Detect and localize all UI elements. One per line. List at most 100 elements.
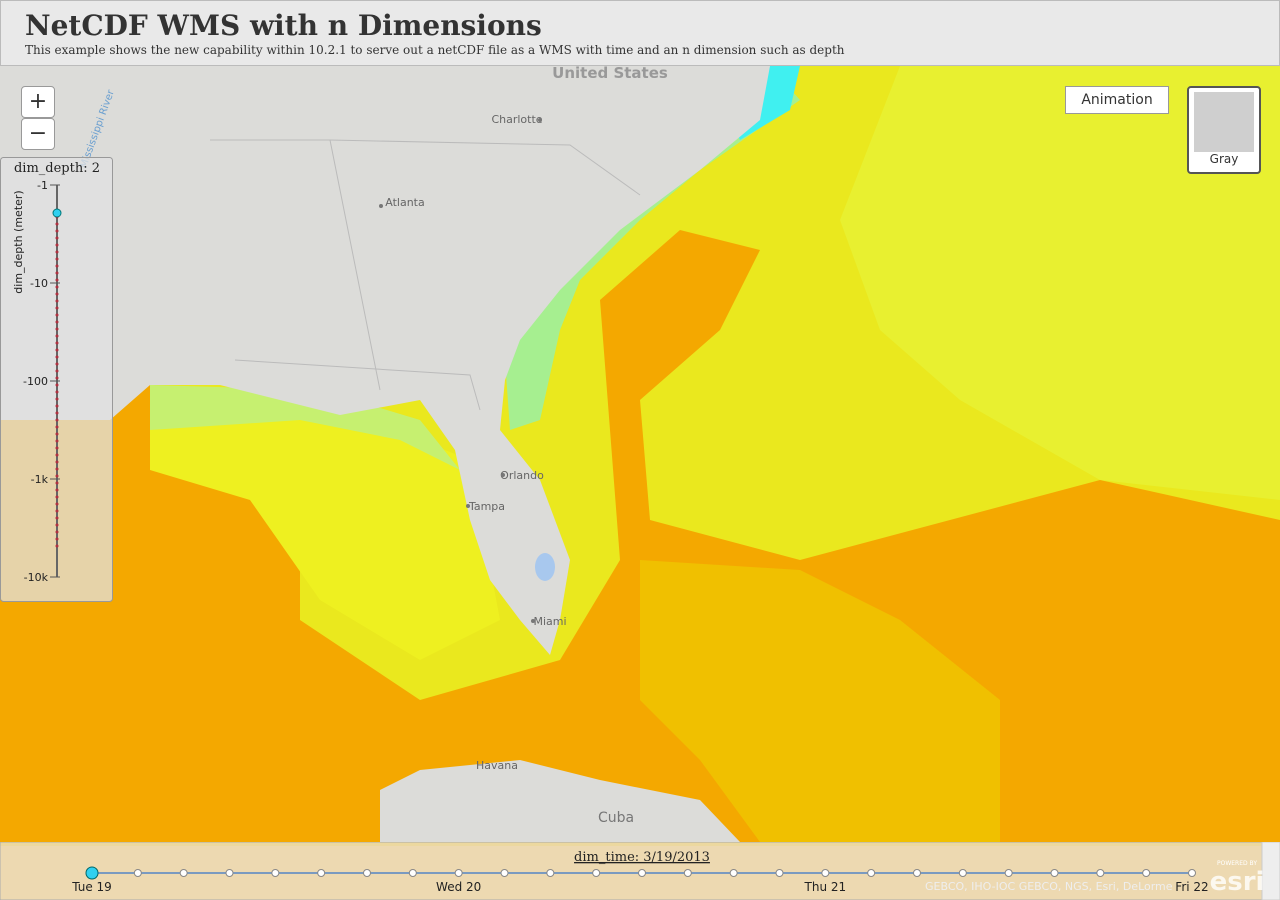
depth-stop <box>55 425 59 429</box>
depth-stop <box>55 432 59 436</box>
depth-stop <box>55 285 59 289</box>
depth-stop <box>55 376 59 380</box>
depth-stop <box>55 474 59 478</box>
depth-stop <box>55 453 59 457</box>
state-border <box>329 139 641 196</box>
depth-stop <box>55 404 59 408</box>
depth-stop <box>55 292 59 296</box>
depth-stop <box>55 341 59 345</box>
depth-stop <box>55 264 59 268</box>
time-stop <box>1188 869 1196 877</box>
depth-stop <box>55 530 59 534</box>
scrollbar[interactable] <box>1261 842 1280 900</box>
title: NetCDF WMS with n Dimensions <box>25 9 542 42</box>
depth-stop <box>55 306 59 310</box>
depth-stop <box>55 327 59 331</box>
depth-handle[interactable] <box>52 208 62 218</box>
place-label: Cuba <box>598 810 634 826</box>
depth-stop <box>55 334 59 338</box>
time-stop <box>592 869 601 877</box>
time-stop <box>1142 869 1151 877</box>
depth-stop <box>55 250 59 254</box>
depth-stop <box>55 313 59 317</box>
depth-stop <box>55 222 59 226</box>
depth-stop <box>55 299 59 303</box>
time-stop <box>225 869 234 877</box>
zoom-in[interactable]: + <box>21 86 55 118</box>
depth-label: dim_depth: 2 <box>14 161 100 176</box>
depth-stop <box>55 362 59 366</box>
depth-slider[interactable]: dim_depth: 2 dim_depth (meter) -1 -10 -100 -1… <box>0 157 114 603</box>
time-stop <box>317 869 326 877</box>
time-tick-label: Fri 22 <box>1175 880 1208 894</box>
depth-tick-label: -1 <box>37 179 48 192</box>
place-label: Orlando <box>500 469 544 482</box>
time-stop <box>1004 869 1013 877</box>
basemap-thumb <box>1194 92 1254 152</box>
place-label: Charlotte <box>491 113 542 126</box>
depth-stop <box>55 537 59 541</box>
depth-stop <box>55 278 59 282</box>
time-stop <box>958 869 967 877</box>
time-stop <box>913 869 921 877</box>
time-tick-label: Wed 20 <box>436 880 481 894</box>
time-stop <box>454 869 463 877</box>
depth-stop <box>55 390 59 394</box>
depth-tick-label: -1k <box>31 473 49 486</box>
depth-stop <box>55 355 59 359</box>
animation-button[interactable]: Animation <box>1065 86 1169 114</box>
time-stop <box>133 869 142 877</box>
depth-stop <box>55 544 59 548</box>
animation-label: Animation <box>1081 92 1153 108</box>
zoom-out[interactable]: − <box>21 118 55 150</box>
depth-stop <box>55 488 59 492</box>
ocean-band <box>840 66 1280 500</box>
state-border <box>234 359 481 411</box>
depth-stop <box>55 516 59 520</box>
depth-stop <box>55 271 59 275</box>
depth-stop <box>55 383 59 387</box>
gulf-cool <box>150 385 460 470</box>
city-dot <box>531 619 535 623</box>
time-tick-label: Tue 19 <box>71 880 112 894</box>
place-label: Atlanta <box>385 196 424 209</box>
subtitle: This example shows the new capability wi… <box>25 43 845 57</box>
city-dot <box>379 204 383 208</box>
time-slider[interactable]: dim_time: 3/19/2013 Tue 19 Wed 20 Thu 21 Fri… <box>0 842 1280 900</box>
place-label: Miami <box>533 615 566 628</box>
gulf-warm <box>150 385 500 660</box>
depth-stop <box>55 243 59 247</box>
depth-stop <box>55 439 59 443</box>
city-dot <box>466 504 470 508</box>
time-stop <box>638 869 646 877</box>
time-stop <box>271 869 280 877</box>
depth-stop <box>55 411 59 415</box>
place-label: Tampa <box>468 500 505 513</box>
time-stop <box>363 869 371 877</box>
depth-stop <box>55 229 59 233</box>
time-handle[interactable] <box>85 866 99 880</box>
depth-stop <box>55 495 59 499</box>
time-stop <box>1096 869 1105 877</box>
depth-stop <box>55 397 59 401</box>
basemap-label: Gray <box>1209 152 1239 166</box>
time-stop <box>1050 869 1059 877</box>
map[interactable]: United StatesCharlotteAtlantaMississippi… <box>0 66 1280 900</box>
depth-stop <box>55 236 59 240</box>
depth-tick-label: -100 <box>23 375 48 388</box>
depth-stop <box>55 523 59 527</box>
basemap-toggle[interactable]: Gray <box>1187 86 1261 174</box>
city-dot <box>501 473 505 477</box>
depth-tick-label: -10 <box>30 277 48 290</box>
time-stop <box>683 869 692 877</box>
time-tick-label: Thu 21 <box>804 880 847 894</box>
attribution: GEBCO, IHO-IOC GEBCO, NGS, Esri, DeLorme <box>925 880 1173 893</box>
depth-stop <box>55 369 59 373</box>
depth-stop <box>55 418 59 422</box>
depth-stop <box>55 348 59 352</box>
time-stop <box>729 869 738 877</box>
depth-stop <box>55 509 59 513</box>
depth-stop <box>55 257 59 261</box>
time-stop <box>408 869 417 877</box>
depth-tick-label: -10k <box>24 571 49 584</box>
